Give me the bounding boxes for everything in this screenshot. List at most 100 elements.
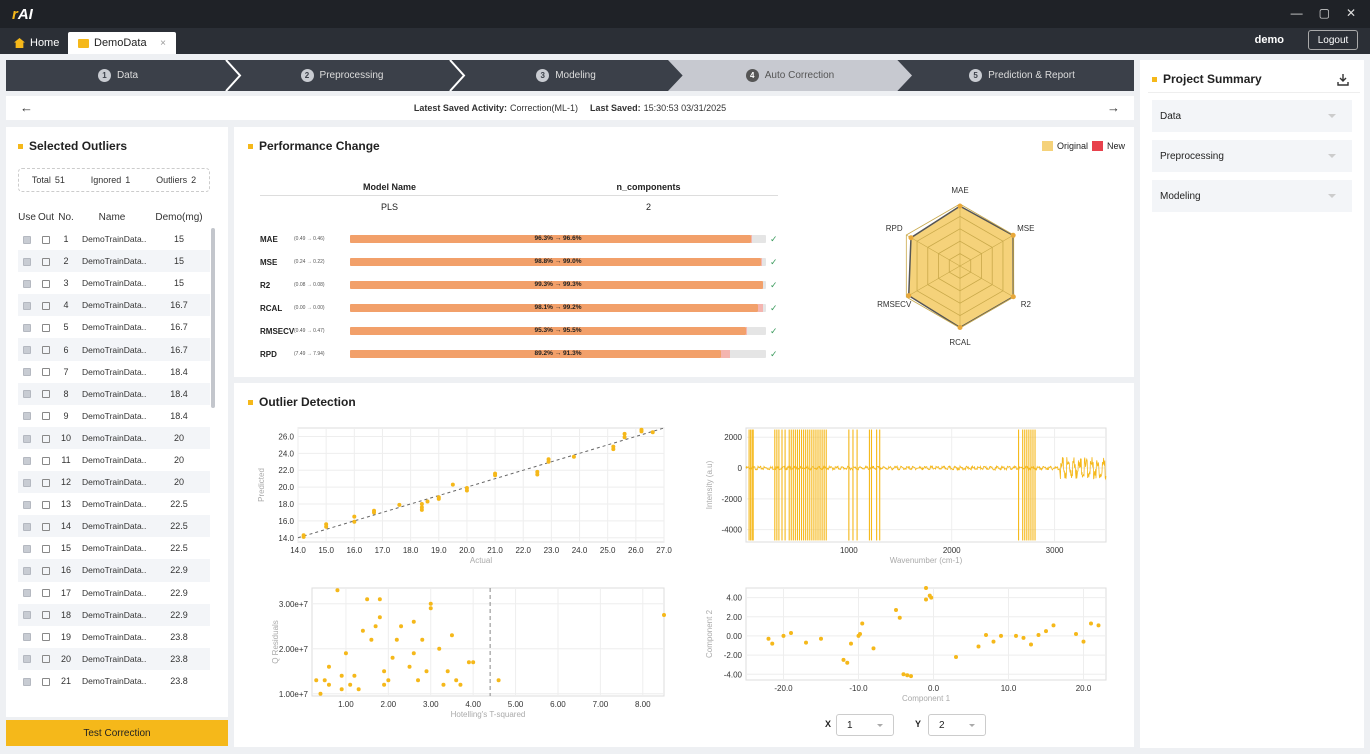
table-row[interactable]: 11 DemoTrainData.. 20 bbox=[18, 449, 210, 471]
out-checkbox[interactable] bbox=[42, 589, 50, 598]
row-value: 22.5 bbox=[148, 515, 210, 538]
table-row[interactable]: 14 DemoTrainData.. 22.5 bbox=[18, 515, 210, 538]
use-checkbox[interactable] bbox=[23, 522, 31, 531]
table-row[interactable]: 10 DemoTrainData.. 20 bbox=[18, 426, 210, 449]
y-tick-label: 2.00e+7 bbox=[279, 645, 309, 654]
step-preprocessing[interactable]: 2 Preprocessing bbox=[230, 60, 454, 91]
table-scrollbar[interactable] bbox=[211, 228, 215, 408]
table-row[interactable]: 21 DemoTrainData.. 23.8 bbox=[18, 670, 210, 692]
use-checkbox[interactable] bbox=[23, 346, 31, 355]
data-point bbox=[441, 682, 446, 687]
tab-demodata[interactable]: DemoData × bbox=[68, 32, 176, 54]
step-data[interactable]: 1 Data bbox=[6, 60, 230, 91]
out-checkbox[interactable] bbox=[42, 633, 50, 642]
out-checkbox[interactable] bbox=[42, 434, 50, 443]
table-row[interactable]: 19 DemoTrainData.. 23.8 bbox=[18, 626, 210, 648]
use-checkbox[interactable] bbox=[23, 655, 31, 664]
out-checkbox[interactable] bbox=[42, 500, 50, 509]
out-checkbox[interactable] bbox=[42, 677, 50, 686]
radar-spoke bbox=[906, 234, 961, 267]
use-checkbox[interactable] bbox=[23, 257, 31, 266]
table-row[interactable]: 17 DemoTrainData.. 22.9 bbox=[18, 582, 210, 604]
out-checkbox[interactable] bbox=[42, 544, 50, 553]
data-point bbox=[339, 687, 344, 692]
minimize-icon[interactable]: — bbox=[1290, 6, 1303, 20]
use-checkbox[interactable] bbox=[23, 544, 31, 553]
table-row[interactable]: 16 DemoTrainData.. 22.9 bbox=[18, 559, 210, 582]
use-checkbox[interactable] bbox=[23, 390, 31, 399]
test-correction-button[interactable]: Test Correction bbox=[6, 720, 228, 746]
close-window-icon[interactable]: ✕ bbox=[1345, 6, 1356, 20]
table-row[interactable]: 6 DemoTrainData.. 16.7 bbox=[18, 338, 210, 361]
y-tick-label: 20.0 bbox=[278, 483, 294, 492]
use-checkbox[interactable] bbox=[23, 633, 31, 642]
use-checkbox[interactable] bbox=[23, 279, 31, 288]
use-checkbox[interactable] bbox=[23, 324, 31, 333]
out-checkbox[interactable] bbox=[42, 390, 50, 399]
x-tick-label: 18.0 bbox=[403, 546, 419, 555]
use-checkbox[interactable] bbox=[23, 235, 31, 244]
table-row[interactable]: 3 DemoTrainData.. 15 bbox=[18, 272, 210, 294]
table-row[interactable]: 7 DemoTrainData.. 18.4 bbox=[18, 361, 210, 383]
out-checkbox[interactable] bbox=[42, 257, 50, 266]
table-row[interactable]: 8 DemoTrainData.. 18.4 bbox=[18, 382, 210, 405]
forward-arrow-icon[interactable]: → bbox=[1107, 100, 1120, 115]
out-checkbox[interactable] bbox=[42, 567, 50, 576]
use-checkbox[interactable] bbox=[23, 434, 31, 443]
table-row[interactable]: 12 DemoTrainData.. 20 bbox=[18, 471, 210, 494]
tab-bar: Home DemoData × bbox=[0, 28, 1370, 54]
out-checkbox[interactable] bbox=[42, 235, 50, 244]
tab-home[interactable]: Home bbox=[4, 32, 69, 54]
out-checkbox[interactable] bbox=[42, 456, 50, 465]
use-checkbox[interactable] bbox=[23, 567, 31, 576]
use-checkbox[interactable] bbox=[23, 589, 31, 598]
table-row[interactable]: 9 DemoTrainData.. 18.4 bbox=[18, 405, 210, 427]
step-auto-correction[interactable]: 4 Auto Correction bbox=[668, 60, 912, 91]
use-checkbox[interactable] bbox=[23, 368, 31, 377]
row-name: DemoTrainData.. bbox=[82, 234, 147, 245]
close-tab-icon[interactable]: × bbox=[160, 37, 166, 49]
step-modeling[interactable]: 3 Modeling bbox=[454, 60, 678, 91]
use-checkbox[interactable] bbox=[23, 301, 31, 310]
row-number: 1 bbox=[63, 234, 69, 245]
x-component-select[interactable]: 1 bbox=[836, 714, 894, 736]
table-row[interactable]: 4 DemoTrainData.. 16.7 bbox=[18, 294, 210, 317]
row-name: DemoTrainData.. bbox=[82, 454, 147, 465]
spectrum-chart: 1000 2000 3000 2000 0 -2000 -4000 Wavenumber (c… bbox=[705, 427, 1107, 565]
table-row[interactable]: 20 DemoTrainData.. 23.8 bbox=[18, 647, 210, 670]
step-prediction-report[interactable]: 5 Prediction & Report bbox=[910, 60, 1134, 91]
table-row[interactable]: 1 DemoTrainData.. 15 bbox=[18, 228, 210, 250]
out-checkbox[interactable] bbox=[42, 478, 50, 487]
out-checkbox[interactable] bbox=[42, 412, 50, 421]
x-tick-label: 22.0 bbox=[515, 546, 531, 555]
out-checkbox[interactable] bbox=[42, 279, 50, 288]
download-icon[interactable] bbox=[1336, 73, 1350, 86]
table-row[interactable]: 5 DemoTrainData.. 16.7 bbox=[18, 316, 210, 338]
table-row[interactable]: 18 DemoTrainData.. 22.9 bbox=[18, 603, 210, 626]
logout-button[interactable]: Logout bbox=[1308, 30, 1358, 50]
table-row[interactable]: 2 DemoTrainData.. 15 bbox=[18, 250, 210, 273]
table-row[interactable]: 15 DemoTrainData.. 22.5 bbox=[18, 537, 210, 559]
use-checkbox[interactable] bbox=[23, 478, 31, 487]
summary-item-data[interactable]: Data bbox=[1152, 100, 1352, 132]
out-checkbox[interactable] bbox=[42, 368, 50, 377]
title-bar: rAI — ▢ ✕ bbox=[0, 0, 1370, 28]
use-checkbox[interactable] bbox=[23, 611, 31, 620]
use-checkbox[interactable] bbox=[23, 456, 31, 465]
out-checkbox[interactable] bbox=[42, 611, 50, 620]
summary-item-modeling[interactable]: Modeling bbox=[1152, 180, 1352, 212]
out-checkbox[interactable] bbox=[42, 346, 50, 355]
y-component-select[interactable]: 2 bbox=[928, 714, 986, 736]
out-checkbox[interactable] bbox=[42, 655, 50, 664]
out-checkbox[interactable] bbox=[42, 324, 50, 333]
data-point bbox=[352, 514, 357, 519]
table-row[interactable]: 13 DemoTrainData.. 22.5 bbox=[18, 493, 210, 515]
out-checkbox[interactable] bbox=[42, 522, 50, 531]
use-checkbox[interactable] bbox=[23, 677, 31, 686]
summary-item-preprocessing[interactable]: Preprocessing bbox=[1152, 140, 1352, 172]
use-checkbox[interactable] bbox=[23, 412, 31, 421]
out-checkbox[interactable] bbox=[42, 301, 50, 310]
back-arrow-icon[interactable]: ← bbox=[20, 100, 33, 115]
use-checkbox[interactable] bbox=[23, 500, 31, 509]
maximize-icon[interactable]: ▢ bbox=[1318, 6, 1330, 20]
